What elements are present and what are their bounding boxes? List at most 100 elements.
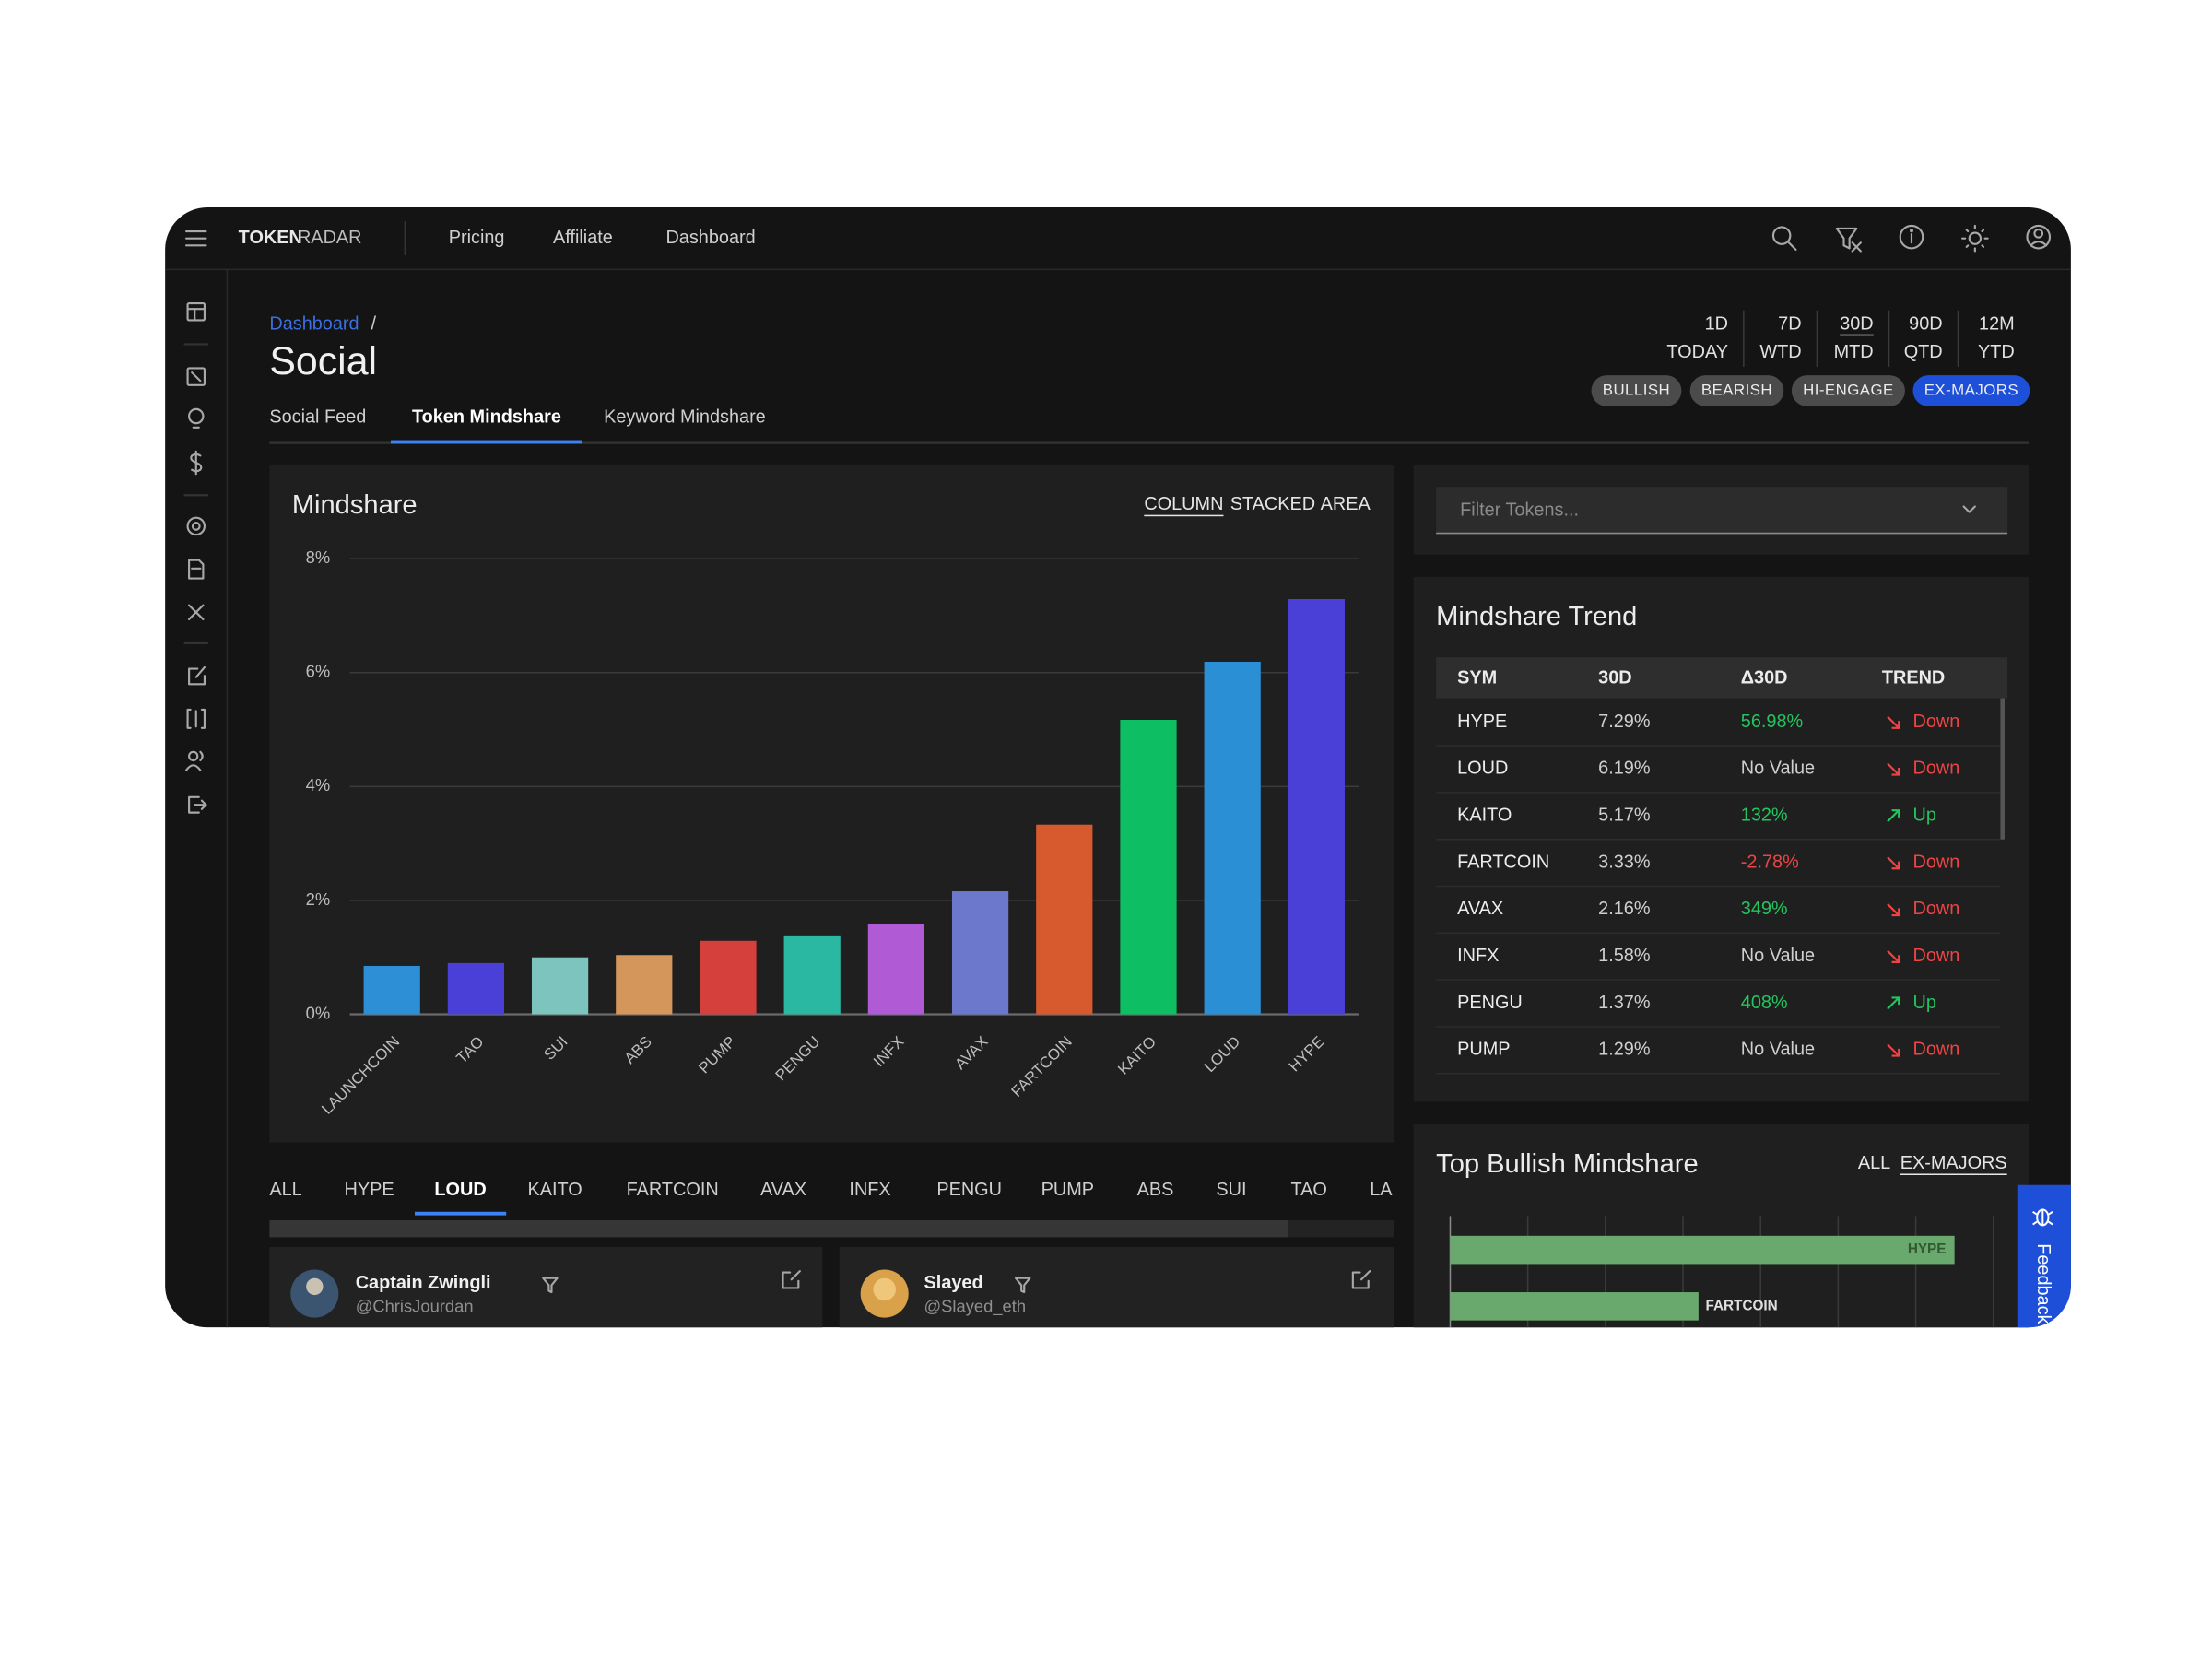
cell-change: No Value: [1741, 1040, 1815, 1060]
cell-change: 408%: [1741, 993, 1788, 1013]
cell-trend: Down: [1913, 1040, 1960, 1060]
post-author[interactable]: Slayed: [924, 1273, 983, 1293]
period[interactable]: 7D: [1778, 313, 1801, 334]
table-header: Δ30D: [1741, 667, 1788, 688]
trend-arrow: [1887, 809, 1900, 823]
nav-link[interactable]: Pricing: [449, 228, 505, 248]
tab-scroll-thumb: [269, 1219, 1288, 1238]
nav-link[interactable]: Dashboard: [665, 228, 755, 248]
bar[interactable]: [700, 940, 757, 1015]
sidebar-icons: [183, 302, 209, 814]
cell-symbol: PENGU: [1457, 993, 1523, 1013]
view-option[interactable]: EX-MAJORS: [1900, 1153, 2007, 1173]
bar-label: FARTCOIN: [1706, 1298, 1778, 1313]
post-author[interactable]: Captain Zwingli: [356, 1273, 491, 1293]
bar[interactable]: [1036, 824, 1093, 1015]
token-tab[interactable]: INFX: [849, 1180, 890, 1200]
token-tab[interactable]: HYPE: [344, 1180, 394, 1200]
bar[interactable]: [1204, 661, 1261, 1015]
tab[interactable]: Token Mindshare: [412, 406, 561, 427]
chip[interactable]: HI-ENGAGE: [1791, 375, 1905, 406]
token-tab[interactable]: LAUNCHCOIN: [1370, 1180, 1490, 1200]
chip[interactable]: BULLISH: [1591, 375, 1682, 406]
period[interactable]: 90D: [1909, 313, 1942, 334]
token-tabs: ALL HYPE LOUD KAITO FARTCOIN AVAX INFX PENGU PUM…: [269, 1180, 1490, 1216]
table-header: 30D: [1598, 667, 1631, 688]
token-tab[interactable]: AVAX: [760, 1180, 806, 1200]
view-option[interactable]: COLUMN: [1144, 494, 1223, 514]
token-tab[interactable]: LOUD: [434, 1180, 486, 1200]
bar[interactable]: [783, 935, 841, 1015]
post-icons: [542, 1270, 1371, 1294]
view-option[interactable]: AREA: [1321, 494, 1371, 514]
feedback-tab[interactable]: [2017, 1184, 2074, 1328]
view-option[interactable]: STACKED: [1230, 494, 1315, 514]
tab[interactable]: Social Feed: [269, 406, 366, 427]
bar[interactable]: [1450, 1292, 1699, 1321]
period[interactable]: 1D: [1705, 313, 1728, 334]
cell-symbol: INFX: [1457, 946, 1499, 966]
period-sub[interactable]: MTD: [1834, 342, 1874, 362]
underline: [415, 1211, 507, 1216]
token-tab[interactable]: FARTCOIN: [627, 1180, 719, 1200]
breadcrumb-link[interactable]: Dashboard: [269, 313, 359, 334]
period-sub[interactable]: TODAY: [1666, 342, 1728, 362]
chip-label: EX-MAJORS: [1924, 381, 2018, 398]
view-option[interactable]: ALL: [1858, 1153, 1890, 1173]
period-sub[interactable]: WTD: [1759, 342, 1801, 362]
bar[interactable]: [616, 955, 673, 1015]
table-header: SYM: [1457, 667, 1497, 688]
cell-change: No Value: [1741, 946, 1815, 966]
chip-label: HI-ENGAGE: [1803, 381, 1894, 398]
cell-symbol: LOUD: [1457, 759, 1508, 779]
period[interactable]: 12M: [1979, 313, 2015, 334]
chip-bg: [1912, 375, 2030, 406]
cell-share: 1.29%: [1598, 1040, 1650, 1060]
token-tab[interactable]: PENGU: [936, 1180, 1002, 1200]
cell-change: 132%: [1741, 806, 1788, 826]
nav-link[interactable]: Affiliate: [553, 228, 613, 248]
cell-change: -2.78%: [1741, 852, 1799, 872]
avatar-face: [306, 1277, 324, 1296]
chip[interactable]: BEARISH: [1689, 375, 1784, 406]
token-tab[interactable]: ABS: [1137, 1180, 1174, 1200]
bar[interactable]: [1450, 1235, 1955, 1265]
chip-bg: [1791, 375, 1905, 406]
bar[interactable]: [867, 924, 924, 1015]
dropdown-chevron[interactable]: [1962, 505, 1976, 513]
period[interactable]: 30D: [1840, 313, 1873, 334]
token-tab[interactable]: ALL: [269, 1180, 301, 1200]
search-icon[interactable]: [1771, 226, 1797, 251]
panel-title: Mindshare: [292, 490, 418, 520]
cell-share: 3.33%: [1598, 852, 1650, 872]
cell-share: 2.16%: [1598, 899, 1650, 919]
token-tab[interactable]: KAITO: [527, 1180, 582, 1200]
page-title: Social: [269, 339, 377, 383]
trend-arrow: [1887, 762, 1900, 776]
bar[interactable]: [363, 965, 420, 1015]
y-tick-label: 4%: [306, 775, 331, 794]
period-sub[interactable]: YTD: [1978, 342, 2015, 362]
period-sub[interactable]: QTD: [1904, 342, 1943, 362]
bar[interactable]: [1120, 720, 1177, 1015]
info-icon[interactable]: [1899, 224, 1924, 250]
filter-clear-icon[interactable]: [1835, 227, 1862, 253]
token-tab[interactable]: PUMP: [1041, 1180, 1094, 1200]
underline: [1840, 334, 1874, 336]
token-tab[interactable]: SUI: [1216, 1180, 1246, 1200]
bar[interactable]: [447, 962, 505, 1015]
menu-icon[interactable]: [184, 229, 207, 247]
cell-change: 349%: [1741, 899, 1788, 919]
chip[interactable]: EX-MAJORS: [1912, 375, 2030, 406]
account-icon[interactable]: [2026, 224, 2052, 250]
filter-input[interactable]: [1436, 487, 2008, 534]
token-tab[interactable]: TAO: [1291, 1180, 1327, 1200]
chip-bg: [1591, 375, 1682, 406]
tab[interactable]: Keyword Mindshare: [604, 406, 766, 427]
bar[interactable]: [1288, 598, 1345, 1015]
cell-share: 1.37%: [1598, 993, 1650, 1013]
bar[interactable]: [531, 957, 589, 1015]
theme-icon[interactable]: [1961, 224, 1989, 253]
bar[interactable]: [951, 891, 1009, 1015]
